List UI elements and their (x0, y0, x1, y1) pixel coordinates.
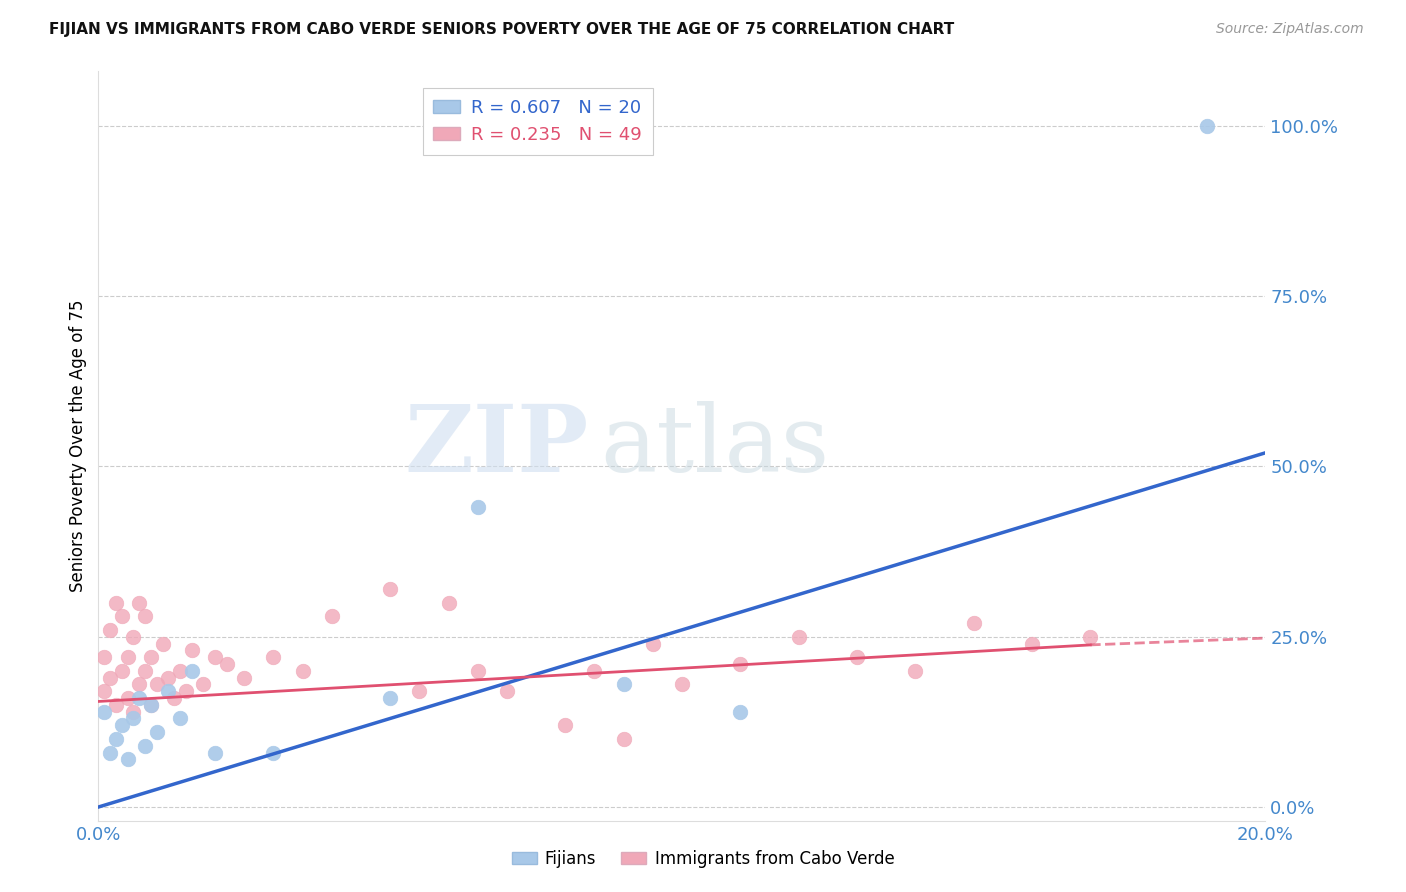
Point (139, 698, 162, 712)
Point (104, 596, 127, 610)
Point (583, 664, 606, 678)
Text: ZIP: ZIP (405, 401, 589, 491)
Point (215, 657, 238, 671)
Point (671, 677, 693, 691)
Point (117, 691, 139, 706)
Point (262, 746, 284, 760)
Point (139, 698, 162, 712)
Point (380, 691, 402, 706)
Point (962, 616, 984, 631)
Point (1080, 630, 1102, 644)
Point (730, 705, 752, 719)
Point (174, 684, 197, 698)
Point (111, 664, 134, 678)
Point (122, 711, 145, 725)
Point (1195, 119, 1218, 133)
Point (146, 725, 169, 739)
Point (730, 657, 752, 671)
Point (128, 596, 150, 610)
Point (204, 650, 226, 665)
Point (93, 705, 115, 719)
Point (134, 739, 156, 753)
Text: Source: ZipAtlas.com: Source: ZipAtlas.com (1216, 22, 1364, 37)
Point (98, 623, 121, 637)
Point (98, 746, 121, 760)
Point (98, 671, 121, 685)
Point (169, 711, 191, 725)
Point (787, 630, 810, 644)
Point (1021, 636, 1043, 650)
Point (104, 698, 127, 712)
Point (467, 664, 489, 678)
Text: FIJIAN VS IMMIGRANTS FROM CABO VERDE SENIORS POVERTY OVER THE AGE OF 75 CORRELAT: FIJIAN VS IMMIGRANTS FROM CABO VERDE SEN… (49, 22, 955, 37)
Point (93, 650, 115, 665)
Point (437, 596, 460, 610)
Point (496, 684, 519, 698)
Point (157, 671, 180, 685)
Point (163, 691, 186, 706)
Point (467, 500, 489, 515)
Point (117, 650, 139, 665)
Point (139, 650, 162, 665)
Point (180, 664, 202, 678)
Legend: R = 0.607   N = 20, R = 0.235   N = 49: R = 0.607 N = 20, R = 0.235 N = 49 (423, 88, 652, 154)
Text: atlas: atlas (600, 401, 830, 491)
Point (233, 671, 256, 685)
Point (122, 630, 145, 644)
Point (204, 746, 226, 760)
Point (904, 664, 927, 678)
Point (641, 636, 664, 650)
Point (180, 643, 202, 657)
Point (554, 718, 576, 732)
Point (262, 650, 284, 665)
Point (117, 752, 139, 766)
Point (104, 731, 127, 746)
Legend: Fijians, Immigrants from Cabo Verde: Fijians, Immigrants from Cabo Verde (505, 844, 901, 875)
Point (111, 609, 134, 624)
Point (128, 677, 150, 691)
Point (193, 677, 215, 691)
Point (134, 609, 156, 624)
Point (134, 664, 156, 678)
Point (291, 664, 314, 678)
Point (152, 636, 174, 650)
Point (93, 684, 115, 698)
Y-axis label: Seniors Poverty Over the Age of 75: Seniors Poverty Over the Age of 75 (69, 300, 87, 592)
Point (408, 684, 430, 698)
Point (169, 664, 191, 678)
Point (122, 705, 145, 719)
Point (146, 677, 169, 691)
Point (157, 684, 180, 698)
Point (128, 691, 150, 706)
Point (380, 582, 402, 596)
Point (321, 609, 343, 624)
Point (612, 731, 634, 746)
Point (111, 718, 134, 732)
Point (846, 650, 869, 665)
Point (612, 677, 634, 691)
